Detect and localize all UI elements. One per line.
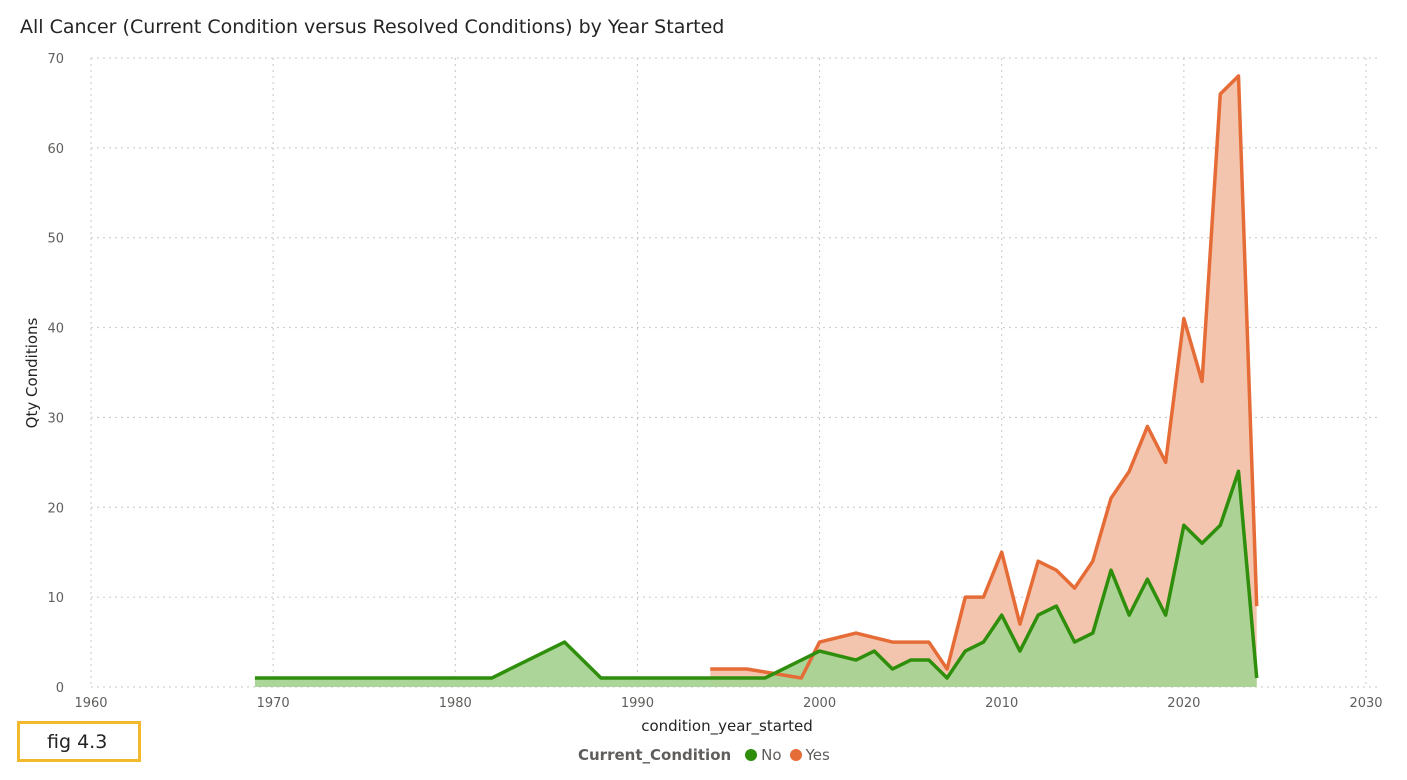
legend-marker-no: [745, 749, 758, 761]
chart-title: All Cancer (Current Condition versus Res…: [20, 16, 725, 38]
y-tick-label: 30: [47, 411, 64, 426]
area-yes: [710, 75, 1257, 687]
x-tick-label: 2020: [1167, 696, 1200, 711]
figure-label: fig 4.3: [47, 731, 108, 753]
x-tick-label: 1970: [257, 696, 290, 711]
legend-marker-yes: [789, 749, 802, 761]
x-tick-label: 2010: [985, 696, 1018, 711]
series-areas: [254, 75, 1257, 687]
x-tick-label: 1980: [439, 696, 472, 711]
line-yes: [710, 74, 1259, 680]
x-tick-label: 1990: [621, 696, 654, 711]
y-tick-label: 10: [47, 591, 64, 606]
y-tick-label: 0: [56, 681, 64, 696]
y-tick-label: 50: [47, 232, 64, 247]
x-tick-label: 1960: [74, 696, 107, 711]
x-tick-label: 2000: [803, 696, 836, 711]
y-tick-label: 20: [47, 501, 64, 516]
x-axis-ticks: 1960 1970 1980 1990 2000 2010 2020 2030: [74, 696, 1382, 711]
x-tick-label: 2030: [1349, 696, 1382, 711]
area-no: [254, 471, 1257, 687]
y-axis-ticks: 0 10 20 30 40 50 60 70: [47, 52, 64, 696]
y-tick-label: 70: [47, 52, 64, 67]
line-no: [254, 469, 1259, 680]
figure-label-box: fig 4.3: [17, 721, 141, 762]
y-tick-label: 40: [47, 322, 64, 337]
legend: Current_Condition No Yes: [578, 746, 830, 764]
series-lines: [254, 74, 1259, 680]
y-axis-title: Qty Conditions: [23, 317, 41, 428]
y-tick-label: 60: [47, 142, 64, 157]
legend-label-yes[interactable]: Yes: [805, 746, 830, 764]
legend-label-no[interactable]: No: [761, 746, 782, 764]
legend-title: Current_Condition: [578, 746, 732, 764]
x-axis-title: condition_year_started: [641, 717, 813, 736]
